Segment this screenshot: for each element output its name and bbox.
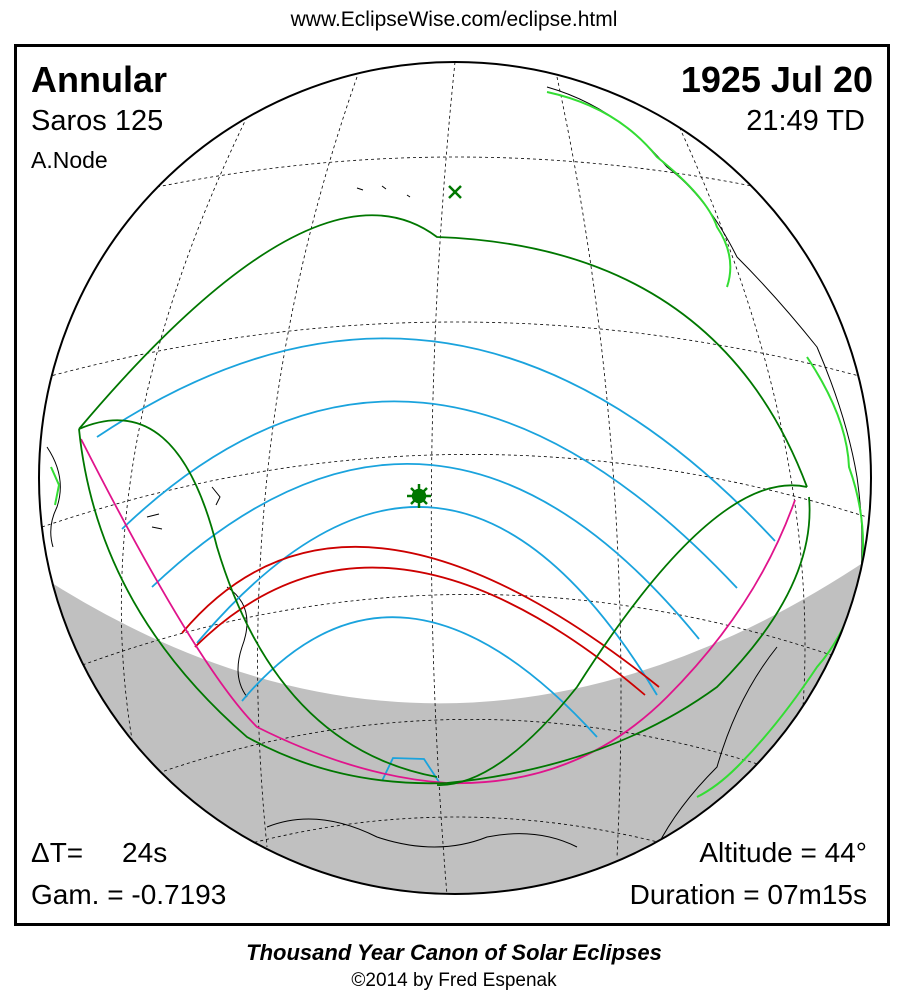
node-label: A.Node xyxy=(31,147,108,173)
source-url[interactable]: www.EclipseWise.com/eclipse.html xyxy=(290,8,618,31)
graticule xyxy=(41,62,868,894)
eclipse-map xyxy=(38,61,872,895)
globe-outline xyxy=(38,61,872,895)
copyright: ©2014 by Fred Espenak xyxy=(351,970,557,991)
eclipse-map-frame: Annular Saros 125 A.Node 1925 Jul 20 21:… xyxy=(14,44,890,926)
eclipse-date: 1925 Jul 20 xyxy=(680,59,873,100)
gamma-value: Gam. = -0.7193 xyxy=(31,879,227,910)
delta-t: ΔT= 24s xyxy=(31,837,168,868)
magnitude-contours xyxy=(96,337,776,783)
eclipse-type: Annular xyxy=(31,59,168,100)
eclipse-time: 21:49 TD xyxy=(746,105,865,137)
sun-altitude: Altitude = 44° xyxy=(699,837,867,868)
canon-title: Thousand Year Canon of Solar Eclipses xyxy=(246,940,662,965)
star-burst-icon xyxy=(407,484,431,508)
penumbral-limits xyxy=(78,214,811,786)
cross-x-icon xyxy=(448,185,462,199)
saros-number: Saros 125 xyxy=(31,105,164,137)
central-duration: Duration = 07m15s xyxy=(629,879,867,910)
